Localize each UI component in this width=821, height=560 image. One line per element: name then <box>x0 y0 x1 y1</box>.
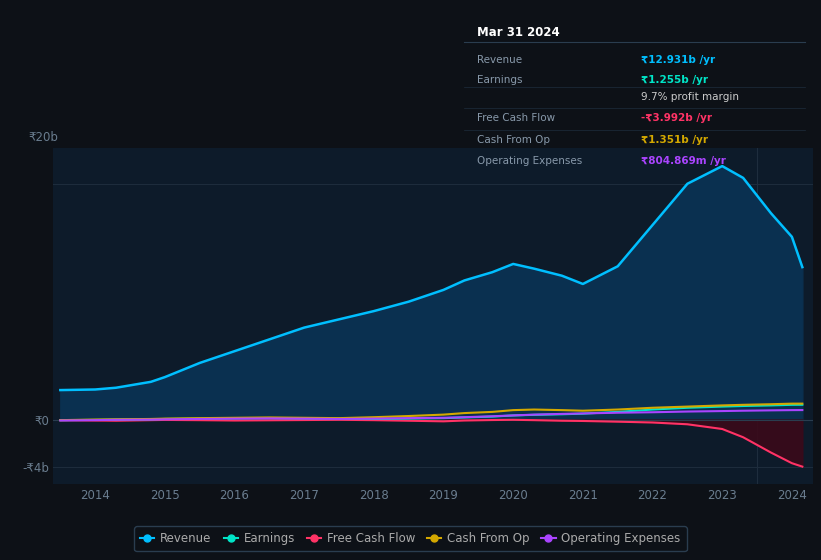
Text: 9.7% profit margin: 9.7% profit margin <box>641 92 739 101</box>
Legend: Revenue, Earnings, Free Cash Flow, Cash From Op, Operating Expenses: Revenue, Earnings, Free Cash Flow, Cash … <box>135 526 686 551</box>
Text: ₹20b: ₹20b <box>29 130 58 144</box>
Text: Earnings: Earnings <box>478 75 523 85</box>
Text: Free Cash Flow: Free Cash Flow <box>478 113 556 123</box>
Text: ₹1.255b /yr: ₹1.255b /yr <box>641 75 708 85</box>
Text: Cash From Op: Cash From Op <box>478 134 551 144</box>
Text: Mar 31 2024: Mar 31 2024 <box>478 26 560 39</box>
Text: Operating Expenses: Operating Expenses <box>478 156 583 166</box>
Text: -₹3.992b /yr: -₹3.992b /yr <box>641 113 712 123</box>
Text: Revenue: Revenue <box>478 55 523 66</box>
Text: ₹1.351b /yr: ₹1.351b /yr <box>641 134 708 144</box>
Text: ₹12.931b /yr: ₹12.931b /yr <box>641 55 715 66</box>
Text: ₹804.869m /yr: ₹804.869m /yr <box>641 156 726 166</box>
